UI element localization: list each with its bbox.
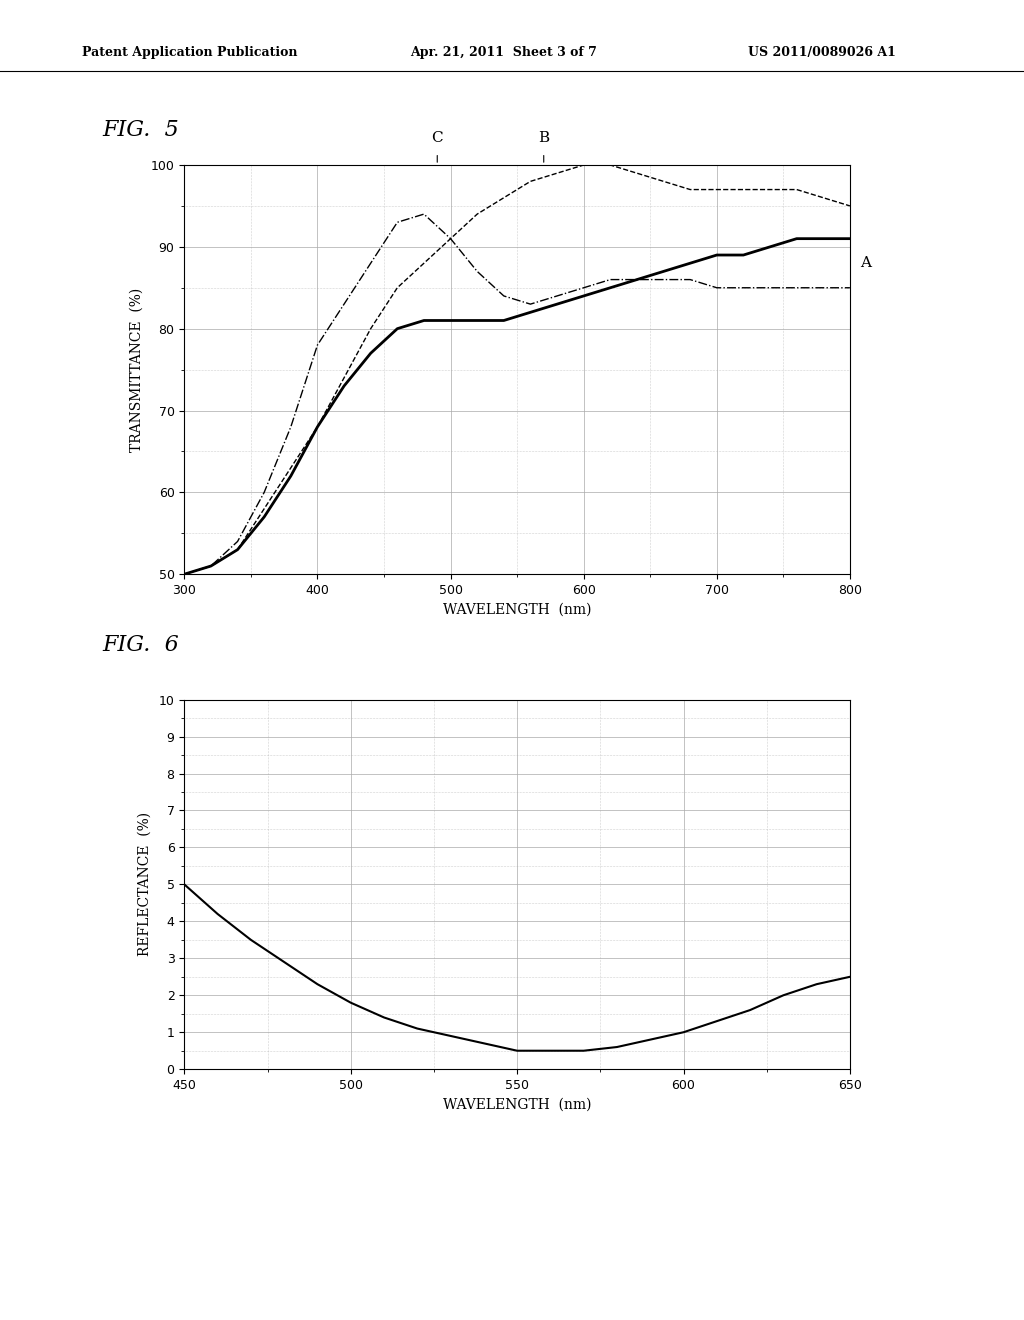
Text: B: B: [539, 131, 549, 144]
Text: Apr. 21, 2011  Sheet 3 of 7: Apr. 21, 2011 Sheet 3 of 7: [410, 46, 596, 59]
Text: FIG.  6: FIG. 6: [102, 634, 179, 656]
Text: US 2011/0089026 A1: US 2011/0089026 A1: [748, 46, 895, 59]
X-axis label: WAVELENGTH  (nm): WAVELENGTH (nm): [442, 602, 592, 616]
Text: FIG.  5: FIG. 5: [102, 119, 179, 141]
Text: Patent Application Publication: Patent Application Publication: [82, 46, 297, 59]
Text: C: C: [431, 131, 443, 144]
X-axis label: WAVELENGTH  (nm): WAVELENGTH (nm): [442, 1097, 592, 1111]
Y-axis label: TRANSMITTANCE  (%): TRANSMITTANCE (%): [130, 288, 143, 451]
Y-axis label: REFLECTANCE  (%): REFLECTANCE (%): [138, 812, 152, 957]
Text: A: A: [860, 256, 871, 271]
